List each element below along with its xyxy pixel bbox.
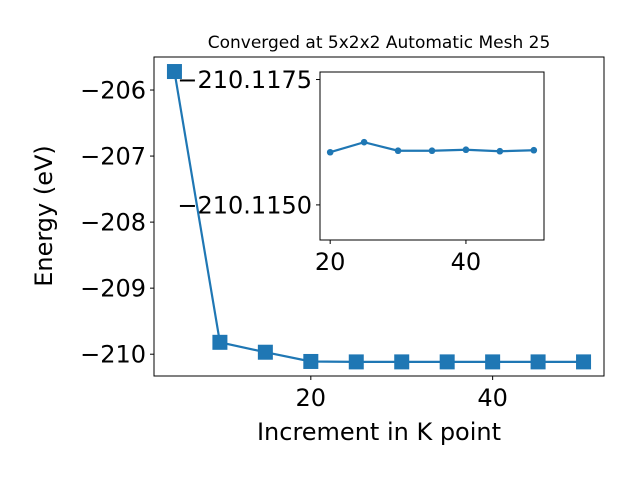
main-data-point-square <box>212 334 228 350</box>
inset-data-point-dot <box>428 147 436 155</box>
main-y-tick-label: −209 <box>80 275 146 303</box>
main-series <box>166 64 592 370</box>
main-y-tick-label: −207 <box>80 143 146 171</box>
main-data-point-square <box>485 354 501 370</box>
inset-x-tick-label: 40 <box>451 248 482 276</box>
inset-data-point-dot <box>496 147 504 155</box>
main-data-point-square <box>348 354 364 370</box>
inset-data-point-dot <box>360 138 368 146</box>
main-plot-frame <box>153 56 605 377</box>
inset-data-point-dot <box>326 148 334 156</box>
main-x-tick-label: 40 <box>477 384 508 412</box>
y-axis-label: Energy (eV) <box>30 145 58 287</box>
inset-y-tick-label: −210.1175 <box>177 66 312 94</box>
main-y-tick-label: −210 <box>80 341 146 369</box>
main-data-point-square <box>257 344 273 360</box>
inset-data-point-dot <box>462 146 470 154</box>
inset-ticks: 20 40 −210.1175 −210.1150 <box>177 66 481 276</box>
main-data-point-square <box>439 354 455 370</box>
inset-y-tick-label: −210.1150 <box>177 191 312 219</box>
inset-frame[interactable] <box>319 71 545 241</box>
main-series-line <box>173 71 584 363</box>
main-y-tick-label: −206 <box>80 77 146 105</box>
main-ticks: 20 40 −206 −207 −208 −209 −210 <box>80 77 508 412</box>
inset-data-point-dot <box>530 146 538 154</box>
inset-series <box>326 138 538 156</box>
inset-x-tick-label: 20 <box>315 248 346 276</box>
main-y-tick-label: −208 <box>80 209 146 237</box>
chart-title: Converged at 5x2x2 Automatic Mesh 25 <box>208 33 551 53</box>
x-axis-label: Increment in K point <box>257 418 501 446</box>
main-data-point-square <box>530 354 546 370</box>
main-x-tick-label: 20 <box>296 384 327 412</box>
inset-data-point-dot <box>394 147 402 155</box>
main-data-point-square <box>394 354 410 370</box>
main-data-point-square <box>303 353 319 369</box>
main-data-point-square <box>576 354 592 370</box>
main-data-point-square <box>166 64 182 80</box>
